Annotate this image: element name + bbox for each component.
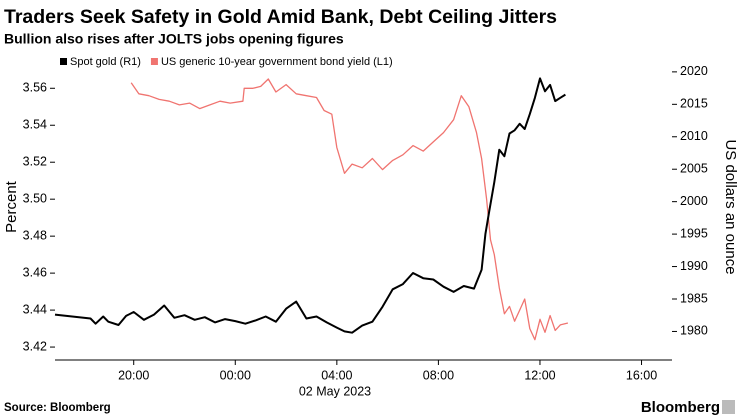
y-tick-label: 3.50 xyxy=(23,191,47,205)
brand: Bloomberg xyxy=(641,399,720,416)
x-tick-label: 16:00 xyxy=(626,368,657,382)
x-tick-label: 20:00 xyxy=(118,368,149,382)
y2-tick-label: 1985 xyxy=(680,291,708,305)
y-tick-label: 3.42 xyxy=(23,339,47,353)
series-line xyxy=(130,78,569,341)
y2-tick-label: 2020 xyxy=(680,64,708,78)
y2-tick-label: 2015 xyxy=(680,97,708,111)
y-tick-label: 3.44 xyxy=(23,302,47,316)
source: Source: Bloomberg xyxy=(4,402,111,414)
legend-swatch xyxy=(150,58,158,65)
series-line xyxy=(54,77,566,334)
legend-swatch xyxy=(60,58,67,65)
y2-axis-title: US dollars an ounce xyxy=(722,139,739,274)
legend-label: US generic 10-year government bond yield… xyxy=(161,56,393,68)
chart-subtitle: Bullion also rises after JOLTS jobs open… xyxy=(4,31,344,47)
y-tick-label: 3.48 xyxy=(23,228,47,242)
y2-tick-label: 2000 xyxy=(680,194,708,208)
y-tick-label: 3.56 xyxy=(23,81,47,95)
chart-title: Traders Seek Safety in Gold Amid Bank, D… xyxy=(4,6,557,28)
y-tick-label: 3.52 xyxy=(23,155,47,169)
x-tick-label: 12:00 xyxy=(524,368,555,382)
y-tick-label: 3.46 xyxy=(23,265,47,279)
y2-tick-label: 2005 xyxy=(680,162,708,176)
y-axis-title: Percent xyxy=(3,180,20,233)
brand-icon xyxy=(722,400,735,414)
x-tick-label: 00:00 xyxy=(220,368,251,382)
date-label: 02 May 2023 xyxy=(299,384,371,398)
x-tick-label: 04:00 xyxy=(321,368,352,382)
legend-label: Spot gold (R1) xyxy=(70,56,141,68)
y-tick-label: 3.54 xyxy=(23,118,47,132)
y2-tick-label: 1990 xyxy=(680,259,708,273)
y2-tick-label: 2010 xyxy=(680,129,708,143)
x-tick-label: 08:00 xyxy=(423,368,454,382)
y2-tick-label: 1995 xyxy=(680,226,708,240)
y2-tick-label: 1980 xyxy=(680,324,708,338)
